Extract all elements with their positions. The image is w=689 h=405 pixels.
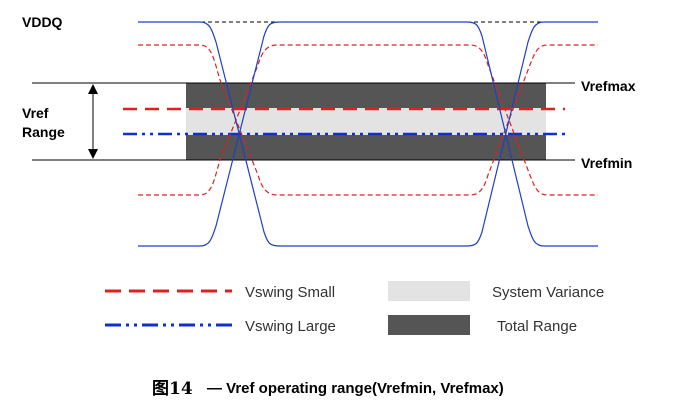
figure-number: 图14 (152, 379, 193, 399)
system-variance-band (186, 108, 546, 135)
range-label: Range (22, 124, 65, 140)
vddq-label: VDDQ (22, 14, 63, 30)
legend-system-variance-label: System Variance (492, 284, 604, 301)
vrefmax-label: Vrefmax (581, 78, 636, 94)
vswing-large-waveform-inverse (138, 21, 598, 247)
vswing-small-waveform (138, 44, 598, 196)
vswing-small-waveform-inverse (138, 44, 598, 196)
vswing-large-waveform (138, 21, 598, 247)
legend-vswing-small-label: Vswing Small (245, 284, 335, 301)
vrefmin-label: Vrefmin (581, 155, 632, 171)
legend-system-variance-swatch (388, 281, 470, 301)
legend-total-range-label: Total Range (497, 318, 577, 335)
legend-total-range-swatch (388, 315, 470, 335)
vref-range-arrow-top (88, 84, 98, 94)
legend-vswing-large-label: Vswing Large (245, 318, 336, 335)
vref-range-arrow-bottom (88, 149, 98, 159)
figure-caption: — Vref operating range(Vrefmin, Vrefmax) (207, 380, 504, 397)
vref-label: Vref (22, 105, 49, 121)
